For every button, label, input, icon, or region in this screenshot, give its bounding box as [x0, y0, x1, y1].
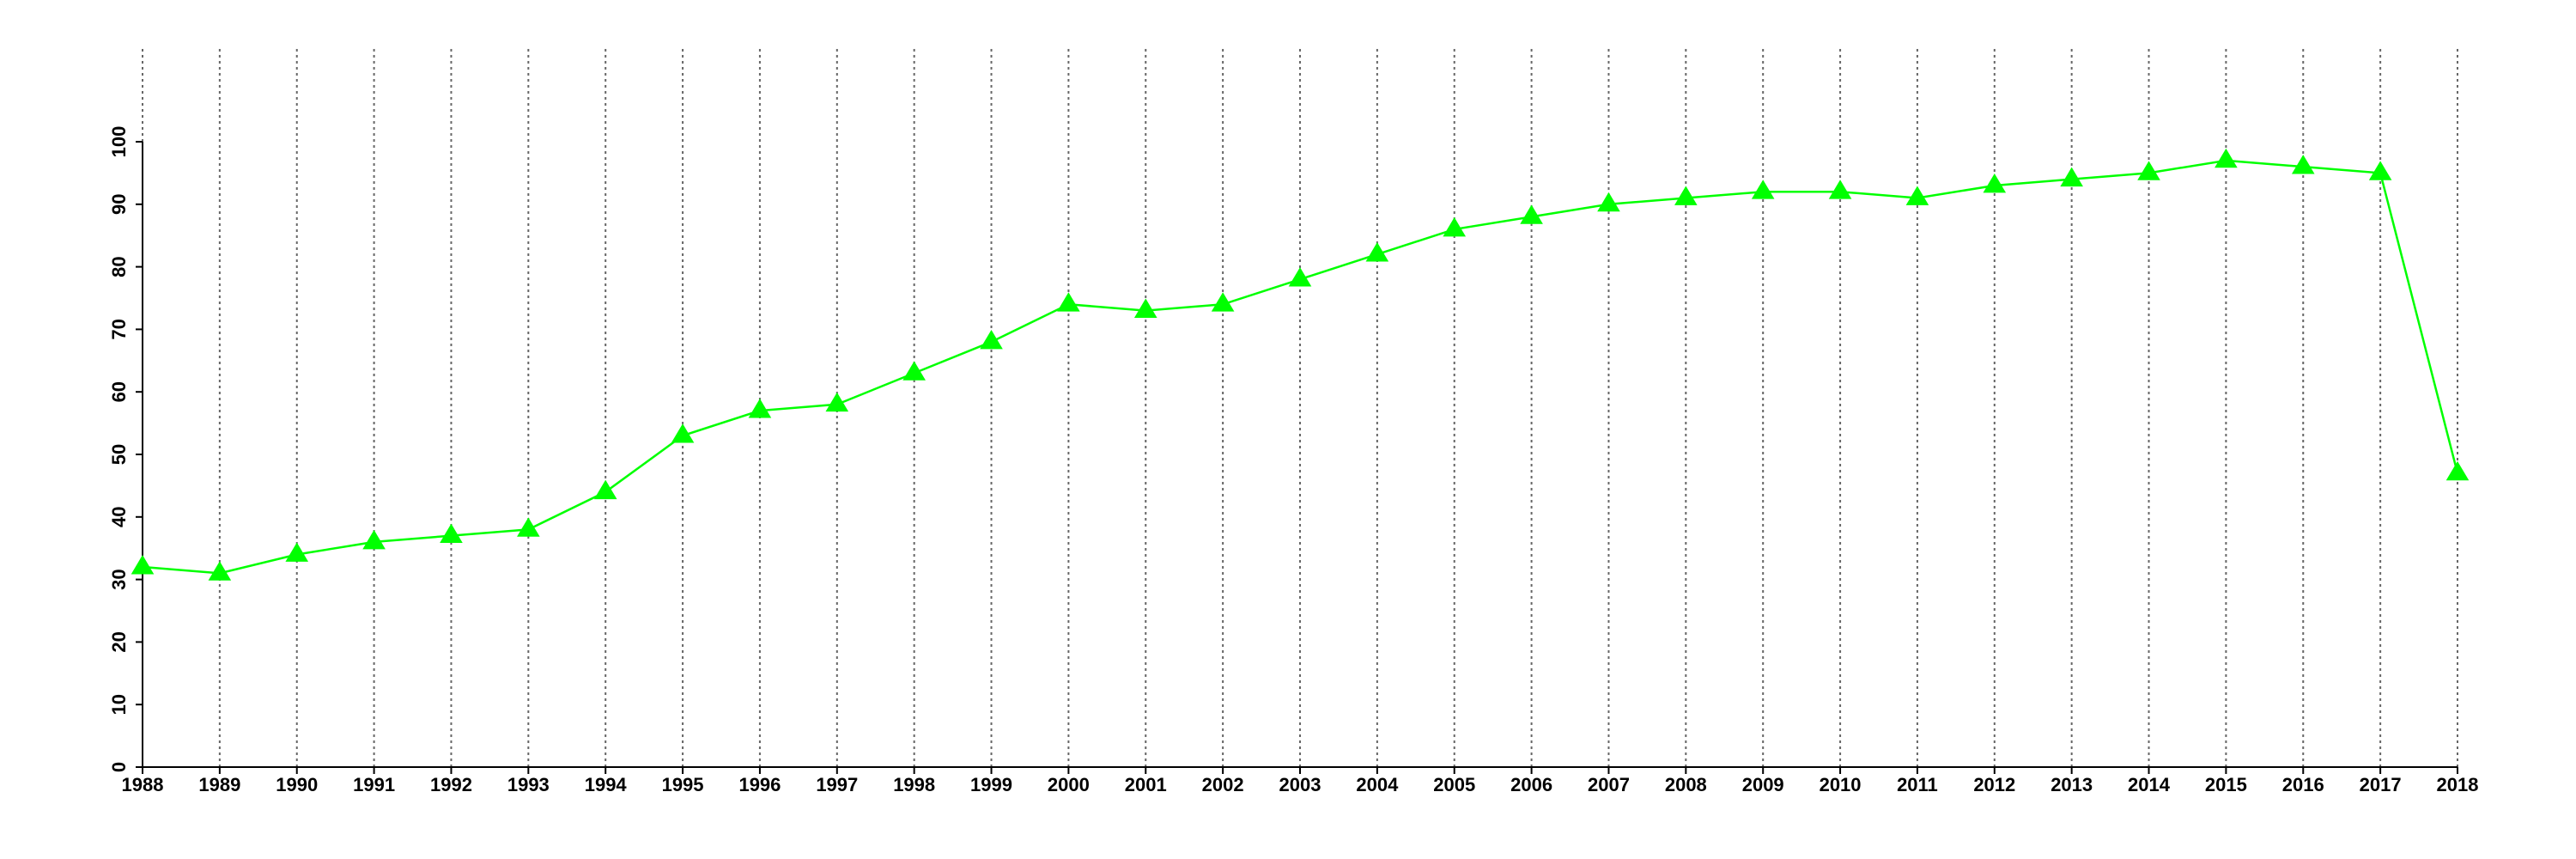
x-tick-label: 2012: [1973, 774, 2015, 795]
x-tick-label: 2017: [2360, 774, 2402, 795]
marker: [1057, 292, 1080, 312]
marker: [1520, 204, 1543, 224]
x-tick-label: 2005: [1433, 774, 1475, 795]
marker: [1443, 216, 1467, 237]
marker: [825, 392, 849, 412]
x-tick-label: 2001: [1125, 774, 1167, 795]
x-tick-label: 2003: [1279, 774, 1321, 795]
marker: [2291, 155, 2315, 174]
marker: [1597, 192, 1620, 212]
x-tick-label: 2006: [1510, 774, 1552, 795]
x-tick-label: 1995: [662, 774, 704, 795]
x-tick-label: 2013: [2050, 774, 2093, 795]
marker: [362, 529, 386, 550]
marker: [980, 329, 1003, 350]
x-tick-label: 2011: [1897, 774, 1938, 795]
x-tick-label: 1994: [585, 774, 628, 795]
x-tick-label: 2018: [2437, 774, 2479, 795]
y-tick-label: 0: [108, 762, 130, 772]
x-tick-label: 1993: [507, 774, 550, 795]
y-tick-label: 50: [108, 444, 130, 465]
x-tick-label: 2004: [1356, 774, 1399, 795]
series-line: [142, 159, 2459, 575]
x-tick-label: 2015: [2205, 774, 2247, 795]
marker: [131, 555, 155, 575]
marker: [285, 542, 309, 562]
y-tick-label: 10: [108, 694, 130, 715]
y-tick-label: 40: [108, 507, 130, 527]
marker: [1983, 173, 2007, 193]
x-tick-label: 1990: [276, 774, 318, 795]
y-tick-label: 100: [108, 126, 130, 158]
marker: [1133, 298, 1157, 318]
x-tick-label: 2009: [1742, 774, 1784, 795]
x-tick-label: 2008: [1665, 774, 1707, 795]
y-tick-label: 20: [108, 631, 130, 652]
marker: [1751, 180, 1775, 199]
marker: [2215, 148, 2238, 168]
x-tick-label: 2007: [1588, 774, 1630, 795]
marker: [1365, 242, 1389, 262]
marker: [440, 523, 463, 544]
x-tick-label: 2000: [1048, 774, 1090, 795]
marker: [2060, 167, 2083, 187]
marker: [593, 479, 617, 500]
marker: [1211, 292, 1235, 312]
x-tick-label: 2014: [2128, 774, 2171, 795]
x-tick-label: 2002: [1202, 774, 1244, 795]
marker: [2137, 161, 2160, 180]
x-tick-label: 2010: [1820, 774, 1862, 795]
marker: [1288, 267, 1312, 287]
y-tick-label: 30: [108, 569, 130, 589]
marker: [1674, 186, 1698, 205]
x-tick-label: 1997: [816, 774, 858, 795]
y-tick-label: 90: [108, 194, 130, 215]
marker: [748, 399, 772, 418]
x-tick-label: 1999: [970, 774, 1012, 795]
y-tick-label: 70: [108, 319, 130, 339]
marker: [902, 361, 926, 381]
x-tick-label: 1992: [430, 774, 472, 795]
marker: [208, 561, 232, 581]
marker: [671, 423, 695, 443]
x-tick-label: 1989: [198, 774, 240, 795]
x-tick-label: 1996: [738, 774, 781, 795]
marker: [517, 517, 540, 537]
x-tick-label: 1991: [353, 774, 395, 795]
x-tick-label: 1998: [893, 774, 935, 795]
marker: [1828, 180, 1852, 199]
marker: [2368, 161, 2392, 180]
x-tick-label: 1988: [122, 774, 164, 795]
marker: [1905, 186, 1929, 205]
y-tick-label: 60: [108, 381, 130, 402]
y-tick-label: 80: [108, 256, 130, 277]
marker: [2445, 460, 2470, 481]
x-tick-label: 2016: [2282, 774, 2324, 795]
